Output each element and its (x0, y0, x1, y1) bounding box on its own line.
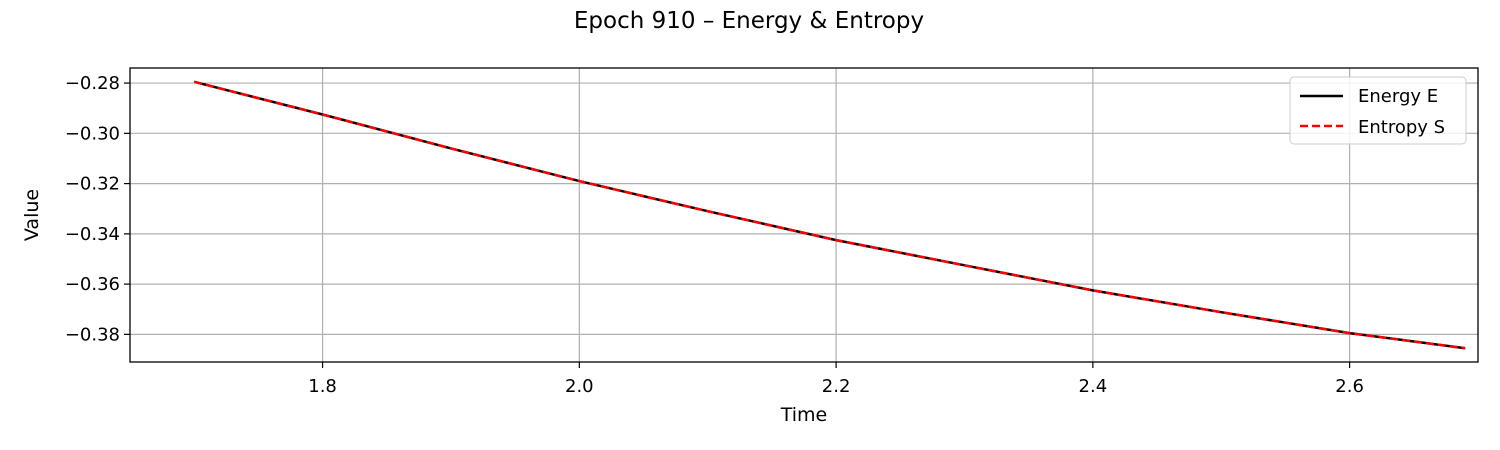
chart-title: Epoch 910 – Energy & Entropy (574, 8, 924, 34)
legend: Energy E Entropy S (1289, 76, 1467, 145)
x-tick-label: 2.6 (1335, 376, 1364, 397)
y-tick-label: −0.28 (65, 73, 120, 94)
legend-box (1289, 76, 1467, 145)
x-tick-label: 1.8 (308, 376, 337, 397)
x-axis-label: Time (780, 404, 828, 426)
legend-label-energy: Energy E (1358, 86, 1438, 107)
y-tick-label: −0.36 (65, 274, 120, 295)
series-lines (193, 80, 1466, 350)
x-tick-label: 2.4 (1079, 376, 1108, 397)
grid (130, 68, 1478, 362)
x-tick-label: 2.0 (565, 376, 594, 397)
y-tick-label: −0.30 (65, 123, 120, 144)
x-tick-label: 2.2 (822, 376, 851, 397)
y-tick-label: −0.38 (65, 324, 120, 345)
y-tick-label: −0.34 (65, 224, 120, 245)
y-axis-ticks: −0.28 −0.30 −0.32 −0.34 −0.36 −0.38 (65, 73, 130, 345)
y-tick-label: −0.32 (65, 174, 120, 195)
plot-frame (129, 67, 1479, 363)
y-axis-label: Value (21, 189, 43, 241)
series-line-entropy-s (193, 80, 1466, 350)
series-line-energy-e (193, 80, 1466, 350)
x-axis-ticks: 1.8 2.0 2.2 2.4 2.6 (308, 362, 1364, 397)
legend-label-entropy: Entropy S (1358, 117, 1445, 138)
